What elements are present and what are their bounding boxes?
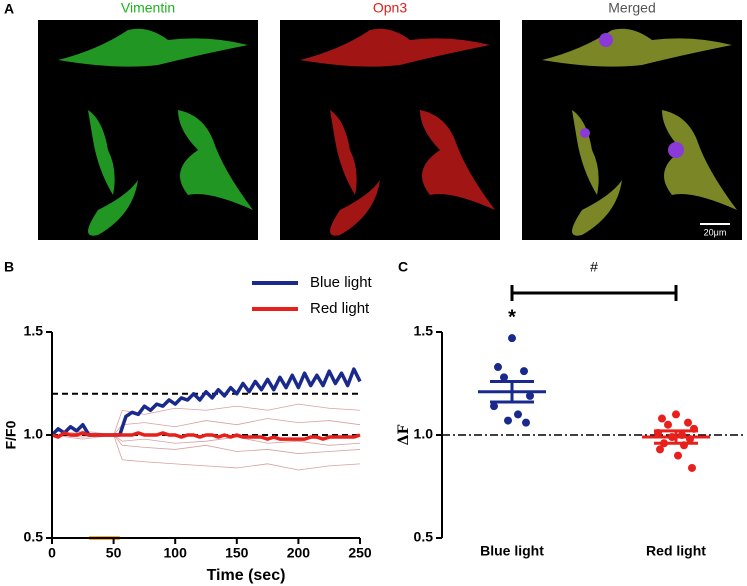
series-line [51,431,361,441]
data-point [688,463,696,472]
y-tick-label: 0.5 [414,529,434,545]
data-point [504,416,512,425]
x-tick-label: 50 [106,545,122,561]
panel-label: B [4,259,14,275]
data-point [658,414,666,423]
x-tick-label: 200 [287,545,311,561]
series-line [50,367,362,437]
y-tick-label: 1.5 [414,323,434,339]
panel-label: A [4,1,14,17]
x-tick-label: Red light [646,543,706,559]
data-point [522,418,530,427]
data-point [494,363,502,372]
x-tick-label: 100 [164,545,188,561]
scale-bar-label: 20μm [704,227,727,237]
data-point [520,367,528,376]
significance-star: * [508,306,516,328]
image-title: Vimentin [121,0,175,16]
panel-label: C [398,259,408,275]
data-point [508,334,516,343]
y-axis-label: ΔF [396,425,412,446]
y-tick-label: 0.5 [24,529,44,545]
x-axis-label: Time (sec) [207,567,286,584]
data-point [500,373,508,382]
data-point [526,391,534,400]
image-title: Merged [608,0,655,16]
nucleus [599,33,613,47]
trace [51,403,361,436]
y-tick-label: 1.0 [24,426,44,442]
data-point [490,402,498,411]
x-tick-label: Blue light [480,543,544,559]
data-point [674,451,682,460]
y-axis-label: F/F0 [3,420,19,449]
data-point [672,410,680,419]
significance-bracket [510,285,678,301]
image-title: Opn3 [373,0,407,16]
x-tick-label: 250 [348,545,372,561]
y-tick-label: 1.0 [414,426,434,442]
nucleus [580,128,590,138]
data-point [514,410,522,419]
y-tick-label: 1.5 [24,323,44,339]
legend-label: Blue light [310,274,373,291]
x-tick-label: 0 [48,545,56,561]
legend-label: Red light [310,300,370,317]
bracket-label: # [590,259,598,275]
data-point [656,445,664,454]
x-tick-label: 150 [225,545,249,561]
data-point [684,418,692,427]
micrographs: 20μm [38,20,742,240]
nucleus [668,142,684,158]
data-point [664,420,672,429]
